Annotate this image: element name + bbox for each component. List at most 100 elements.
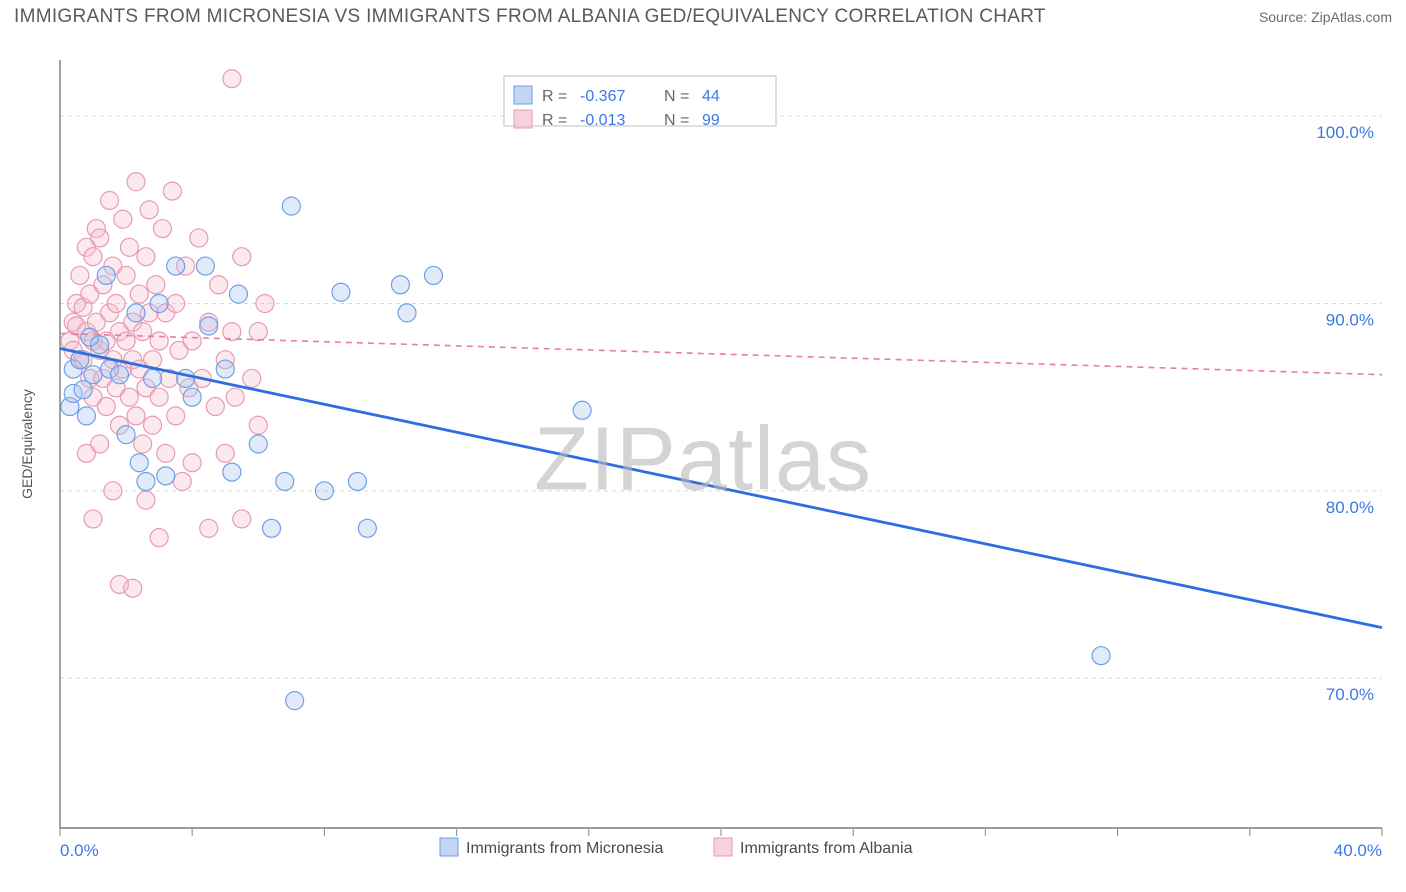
data-point-albania bbox=[107, 295, 125, 313]
y-axis-title: GED/Equivalency bbox=[19, 389, 35, 499]
data-point-albania bbox=[71, 266, 89, 284]
y-tick-label: 90.0% bbox=[1326, 311, 1374, 330]
chart-title: IMMIGRANTS FROM MICRONESIA VS IMMIGRANTS… bbox=[14, 6, 1046, 28]
stats-n-label: N = bbox=[664, 112, 689, 129]
data-point-micronesia bbox=[150, 295, 168, 313]
data-point-albania bbox=[150, 529, 168, 547]
data-point-albania bbox=[153, 220, 171, 238]
data-point-albania bbox=[127, 407, 145, 425]
data-point-albania bbox=[183, 332, 201, 350]
data-point-albania bbox=[210, 276, 228, 294]
data-point-micronesia bbox=[157, 467, 175, 485]
data-point-micronesia bbox=[263, 519, 281, 537]
data-point-micronesia bbox=[117, 426, 135, 444]
data-point-albania bbox=[200, 519, 218, 537]
data-point-albania bbox=[167, 407, 185, 425]
data-point-micronesia bbox=[358, 519, 376, 537]
data-point-albania bbox=[157, 444, 175, 462]
data-point-albania bbox=[84, 510, 102, 528]
data-point-micronesia bbox=[167, 257, 185, 275]
data-point-albania bbox=[97, 398, 115, 416]
data-point-micronesia bbox=[216, 360, 234, 378]
data-point-albania bbox=[134, 323, 152, 341]
y-tick-label: 70.0% bbox=[1326, 685, 1374, 704]
data-point-albania bbox=[137, 248, 155, 266]
data-point-albania bbox=[249, 416, 267, 434]
correlation-chart: 70.0% 80.0% 90.0% 100.0% 0.0% 40.0% GED/Equiva… bbox=[14, 42, 1392, 878]
stats-r-value: -0.367 bbox=[580, 88, 625, 105]
data-point-albania bbox=[137, 491, 155, 509]
data-point-micronesia bbox=[348, 472, 366, 490]
stats-n-value: 44 bbox=[702, 88, 720, 105]
data-point-micronesia bbox=[110, 366, 128, 384]
data-point-micronesia bbox=[391, 276, 409, 294]
data-point-albania bbox=[147, 276, 165, 294]
data-point-micronesia bbox=[1092, 647, 1110, 665]
data-point-albania bbox=[140, 201, 158, 219]
x-tick-label: 40.0% bbox=[1334, 841, 1382, 860]
stats-r-label: R = bbox=[542, 112, 567, 129]
data-point-micronesia bbox=[282, 197, 300, 215]
data-point-albania bbox=[249, 323, 267, 341]
data-point-micronesia bbox=[276, 472, 294, 490]
data-point-micronesia bbox=[84, 366, 102, 384]
data-point-albania bbox=[91, 229, 109, 247]
data-point-micronesia bbox=[315, 482, 333, 500]
data-point-albania bbox=[167, 295, 185, 313]
legend-swatch-micronesia bbox=[440, 838, 458, 856]
data-point-albania bbox=[233, 248, 251, 266]
data-point-albania bbox=[114, 210, 132, 228]
data-point-micronesia bbox=[177, 369, 195, 387]
stats-r-value: -0.013 bbox=[580, 112, 625, 129]
data-point-albania bbox=[124, 579, 142, 597]
trendline-albania bbox=[60, 333, 1382, 374]
data-point-albania bbox=[130, 285, 148, 303]
stats-swatch-albania bbox=[514, 110, 532, 128]
data-point-albania bbox=[150, 388, 168, 406]
data-point-micronesia bbox=[77, 407, 95, 425]
data-point-micronesia bbox=[398, 304, 416, 322]
data-point-albania bbox=[243, 369, 261, 387]
data-point-micronesia bbox=[332, 283, 350, 301]
data-point-micronesia bbox=[137, 472, 155, 490]
data-point-albania bbox=[117, 266, 135, 284]
y-tick-label: 80.0% bbox=[1326, 498, 1374, 517]
data-point-micronesia bbox=[286, 692, 304, 710]
x-tick-label: 0.0% bbox=[60, 841, 99, 860]
data-point-albania bbox=[104, 482, 122, 500]
data-point-micronesia bbox=[127, 304, 145, 322]
data-point-albania bbox=[150, 332, 168, 350]
data-point-micronesia bbox=[424, 266, 442, 284]
data-point-albania bbox=[101, 191, 119, 209]
data-point-albania bbox=[91, 435, 109, 453]
data-point-micronesia bbox=[91, 336, 109, 354]
data-point-albania bbox=[84, 248, 102, 266]
stats-n-label: N = bbox=[664, 88, 689, 105]
y-tick-label: 100.0% bbox=[1316, 123, 1374, 142]
trendline-micronesia bbox=[60, 348, 1382, 627]
data-point-albania bbox=[173, 472, 191, 490]
data-point-albania bbox=[233, 510, 251, 528]
data-point-albania bbox=[226, 388, 244, 406]
data-point-albania bbox=[216, 444, 234, 462]
stats-r-label: R = bbox=[542, 88, 567, 105]
legend-swatch-albania bbox=[714, 838, 732, 856]
data-point-albania bbox=[163, 182, 181, 200]
data-point-albania bbox=[206, 398, 224, 416]
data-point-albania bbox=[144, 416, 162, 434]
legend-label-micronesia: Immigrants from Micronesia bbox=[466, 840, 663, 857]
legend-label-albania: Immigrants from Albania bbox=[740, 840, 913, 857]
stats-swatch-micronesia bbox=[514, 86, 532, 104]
data-point-albania bbox=[134, 435, 152, 453]
data-point-micronesia bbox=[97, 266, 115, 284]
data-point-micronesia bbox=[144, 369, 162, 387]
data-point-micronesia bbox=[229, 285, 247, 303]
data-point-micronesia bbox=[573, 401, 591, 419]
data-point-albania bbox=[120, 388, 138, 406]
source-label: Source: ZipAtlas.com bbox=[1259, 9, 1392, 25]
data-point-micronesia bbox=[196, 257, 214, 275]
data-point-albania bbox=[120, 238, 138, 256]
data-point-albania bbox=[190, 229, 208, 247]
data-point-micronesia bbox=[200, 317, 218, 335]
stats-n-value: 99 bbox=[702, 112, 720, 129]
